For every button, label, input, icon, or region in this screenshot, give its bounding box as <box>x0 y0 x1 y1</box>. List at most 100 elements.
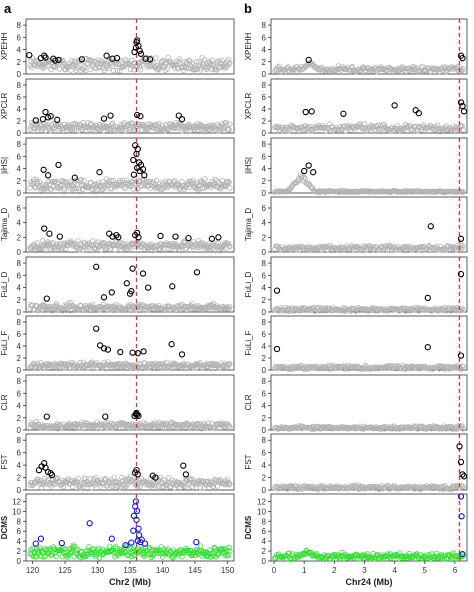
background-point <box>210 483 217 490</box>
y-tick-label: 8 <box>262 140 267 149</box>
background-point <box>190 177 196 183</box>
panel-b-track-fuli-f: 0 2 4 6 8 FuLi_F <box>244 315 468 375</box>
background-points <box>272 482 466 492</box>
background-point <box>37 545 43 551</box>
y-tick-label: 2 <box>17 296 22 305</box>
background-point <box>226 544 232 550</box>
outlier-point <box>129 265 136 272</box>
plot-frame <box>25 18 235 75</box>
background-point <box>30 179 36 185</box>
background-point <box>216 179 222 185</box>
outlier-point <box>47 113 54 120</box>
outlier-point <box>130 527 137 534</box>
y-tick-label: 0 <box>17 70 22 79</box>
outlier-point <box>133 37 141 44</box>
panel-b-track-xpehh: 0 2 4 6 8 XPEHH <box>244 18 468 79</box>
outlier-point <box>46 230 53 237</box>
background-point <box>79 59 85 65</box>
y-tick-label: 8 <box>17 81 22 90</box>
background-point <box>139 183 145 189</box>
background-point <box>81 64 87 70</box>
background-point <box>210 553 216 559</box>
y-axis-label: DCMS <box>244 515 253 539</box>
background-point <box>90 422 97 428</box>
outlier-point <box>42 108 49 116</box>
background-point <box>42 553 48 559</box>
background-point <box>227 481 233 487</box>
y-tick-label: 8 <box>262 318 267 327</box>
outlier-point <box>139 270 147 277</box>
outlier-point <box>137 113 144 120</box>
background-point <box>197 485 204 491</box>
outlier-point <box>141 172 148 179</box>
y-tick-label: 2 <box>262 58 267 67</box>
background-point <box>186 247 193 253</box>
background-point <box>39 307 45 313</box>
x-tick-label: 2 <box>332 566 337 575</box>
panel-b-track-clr: 0 2 4 6 8 CLR <box>244 374 468 435</box>
background-point <box>225 553 231 559</box>
y-tick-label: 4 <box>262 537 267 546</box>
background-point <box>46 240 53 246</box>
outlier-point <box>427 223 434 230</box>
y-axis-label: DCMS <box>0 515 9 539</box>
background-point <box>88 57 94 63</box>
background-point <box>69 240 76 247</box>
background-point <box>225 362 231 368</box>
outlier-point <box>42 464 49 471</box>
background-point <box>82 419 89 426</box>
background-point <box>86 544 92 550</box>
outlier-point <box>141 540 149 547</box>
panel-b-track-tajima-d: 0 2 4 6 Tajima_D <box>244 196 468 257</box>
outlier-point <box>140 348 147 355</box>
outlier-point <box>54 116 61 123</box>
background-point <box>44 63 50 69</box>
background-point <box>194 244 201 250</box>
outlier-point <box>135 412 142 420</box>
background-point <box>197 62 203 68</box>
outlier-point <box>48 471 56 479</box>
outlier-point <box>424 294 431 302</box>
background-point <box>111 474 117 480</box>
background-point <box>123 180 129 186</box>
y-tick-label: 6 <box>17 330 22 339</box>
background-point <box>115 182 121 188</box>
background-point <box>156 65 162 71</box>
y-tick-label: 0 <box>17 426 22 435</box>
outlier-point <box>40 166 47 173</box>
background-point <box>73 185 80 192</box>
background-point <box>226 179 232 185</box>
background-point <box>35 421 42 427</box>
background-point <box>409 66 415 73</box>
background-point <box>415 68 421 75</box>
x-tick-label: 125 <box>58 566 72 575</box>
y-tick-label: 4 <box>262 219 267 228</box>
y-tick-label: 12 <box>257 497 266 506</box>
y-tick-label: 4 <box>262 165 267 174</box>
background-point <box>91 181 97 188</box>
outlier-point <box>109 233 116 240</box>
y-tick-label: 2 <box>262 547 267 556</box>
background-point <box>137 66 144 73</box>
background-point <box>56 185 63 192</box>
background-point <box>112 246 118 253</box>
background-point <box>84 60 90 66</box>
outlier-point <box>139 166 147 173</box>
outlier-point <box>26 51 33 59</box>
background-point <box>224 476 231 482</box>
outlier-point <box>310 169 317 176</box>
background-point <box>89 301 96 308</box>
background-point <box>202 176 208 182</box>
panel-a-track-ihs: 0 2 4 6 8 |iHS| <box>0 137 235 198</box>
background-point <box>184 123 191 129</box>
outlier-point <box>56 233 63 240</box>
outlier-point <box>102 413 109 420</box>
outlier-point <box>182 471 190 478</box>
background-point <box>208 181 214 188</box>
y-tick-label: 0 <box>17 189 22 198</box>
y-tick-label: 2 <box>262 474 267 483</box>
background-point <box>160 554 166 560</box>
background-point <box>123 483 129 490</box>
panel-a-track-clr: 0 2 4 6 8 CLR <box>0 374 235 435</box>
